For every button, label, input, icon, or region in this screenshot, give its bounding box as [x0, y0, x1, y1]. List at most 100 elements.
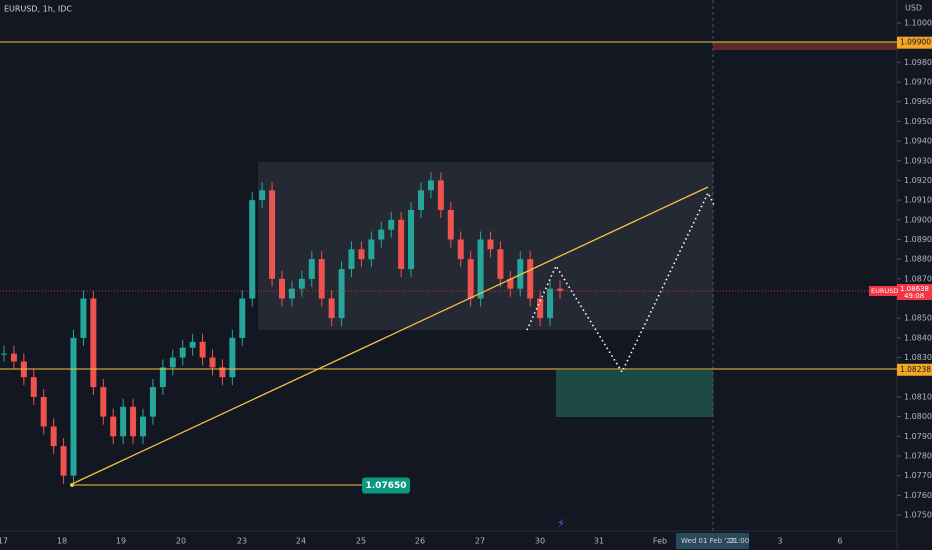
candle: [507, 278, 514, 289]
candle: [269, 190, 276, 279]
candle: [159, 367, 166, 388]
price-tick-label: 1.08400: [904, 333, 932, 342]
price-tick-label: 1.09000: [904, 215, 932, 224]
time-tick-label: 25: [356, 537, 366, 546]
candle: [189, 341, 196, 348]
candle: [398, 219, 405, 269]
crosshair-date: Wed 01 Feb '23: [681, 537, 735, 545]
time-tick-label: 3: [777, 537, 782, 546]
price-tag: [897, 36, 932, 49]
price-tick-label: 1.07600: [904, 491, 932, 500]
candle: [80, 298, 87, 338]
candle: [100, 387, 107, 417]
lightning-icon: ⚡: [557, 517, 565, 530]
candle: [279, 278, 285, 299]
candle: [318, 259, 325, 299]
price-tick-label: 1.07500: [904, 511, 932, 520]
price-tick-label: 1.08300: [904, 353, 932, 362]
candle: [437, 180, 444, 210]
price-tick-label: 1.08900: [904, 235, 932, 244]
price-tick-label: 1.08100: [904, 392, 932, 401]
candle: [259, 190, 266, 201]
candle: [477, 239, 484, 299]
candle: [90, 298, 97, 388]
price-tick-label: 1.09500: [904, 117, 932, 126]
currency: USD: [905, 4, 922, 13]
price-tick-label: 1.08500: [904, 314, 932, 323]
price-tick-label: 1.09200: [904, 176, 932, 185]
candle: [70, 337, 77, 476]
symbol-tag-label: EURUSD: [871, 287, 898, 295]
candle: [447, 209, 454, 240]
candle: [497, 249, 504, 279]
candle: [348, 249, 355, 269]
candle: [457, 239, 464, 260]
candle: [60, 446, 67, 476]
candle: [547, 288, 554, 319]
candle: [199, 341, 206, 358]
symbol: EURUSD, 1h, IDC: [4, 5, 72, 14]
time-tick-label: 19: [116, 537, 126, 546]
time-tick-label: 6: [837, 537, 842, 546]
candle: [487, 239, 494, 250]
candle: [110, 416, 117, 437]
candles: [1, 172, 563, 484]
countdown: 49:08: [904, 292, 924, 300]
candle: [298, 278, 305, 289]
candle: [408, 209, 415, 269]
time-tick-label: Feb: [653, 537, 667, 546]
candle: [537, 298, 544, 319]
candle: [358, 249, 365, 260]
time-tick-label: 17: [0, 537, 8, 546]
candle: [179, 347, 186, 358]
candle: [149, 387, 156, 417]
trendline: [71, 186, 709, 485]
price-tag-label: 1.09900: [900, 38, 931, 47]
candle: [30, 377, 37, 397]
price-tick-label: 1.09300: [904, 156, 932, 165]
low-point: [70, 483, 74, 487]
candle: [288, 288, 295, 299]
candle: [527, 259, 534, 299]
time-tick-label: 23: [237, 537, 247, 546]
candle: [120, 406, 127, 437]
price-tick-label: 1.08700: [904, 274, 932, 283]
demand-zone: [556, 370, 713, 417]
range-box: [258, 162, 713, 330]
price-tick-label: 1.08000: [904, 412, 932, 421]
candle: [40, 396, 47, 427]
candle: [239, 298, 246, 338]
candle: [229, 337, 236, 378]
candle: [10, 353, 17, 362]
time-tick-label: 18: [57, 537, 67, 546]
candle: [378, 229, 385, 240]
price-tick-label: 1.10000: [904, 19, 932, 28]
time-tick-label: 24: [296, 537, 306, 546]
time-tick-label: 20: [176, 537, 186, 546]
time-tick-label: 30: [535, 537, 545, 546]
time-tick-label: 31: [594, 537, 604, 546]
candle: [328, 298, 335, 319]
candle: [338, 269, 345, 319]
candle: [418, 190, 424, 210]
time-tick-label: 26: [415, 537, 425, 546]
candle: [50, 426, 57, 447]
price-tick-label: 1.07800: [904, 451, 932, 460]
price-tick-label: 1.09100: [904, 196, 932, 205]
candle: [557, 288, 563, 291]
crosshair-time-box: [676, 533, 749, 549]
candle: [249, 200, 256, 299]
candle: [169, 357, 176, 368]
price-tick-label: 1.07700: [904, 471, 932, 480]
time-tick-label: 27: [475, 537, 485, 546]
annotation-label: 1.07650: [366, 481, 407, 491]
target-zone: [713, 42, 897, 50]
candle: [517, 259, 524, 289]
current-price-label: 1.08638: [900, 285, 929, 293]
candle: [209, 357, 216, 368]
candle: [219, 367, 226, 378]
candle: [427, 180, 434, 191]
price-tick-label: 1.09600: [904, 97, 932, 106]
